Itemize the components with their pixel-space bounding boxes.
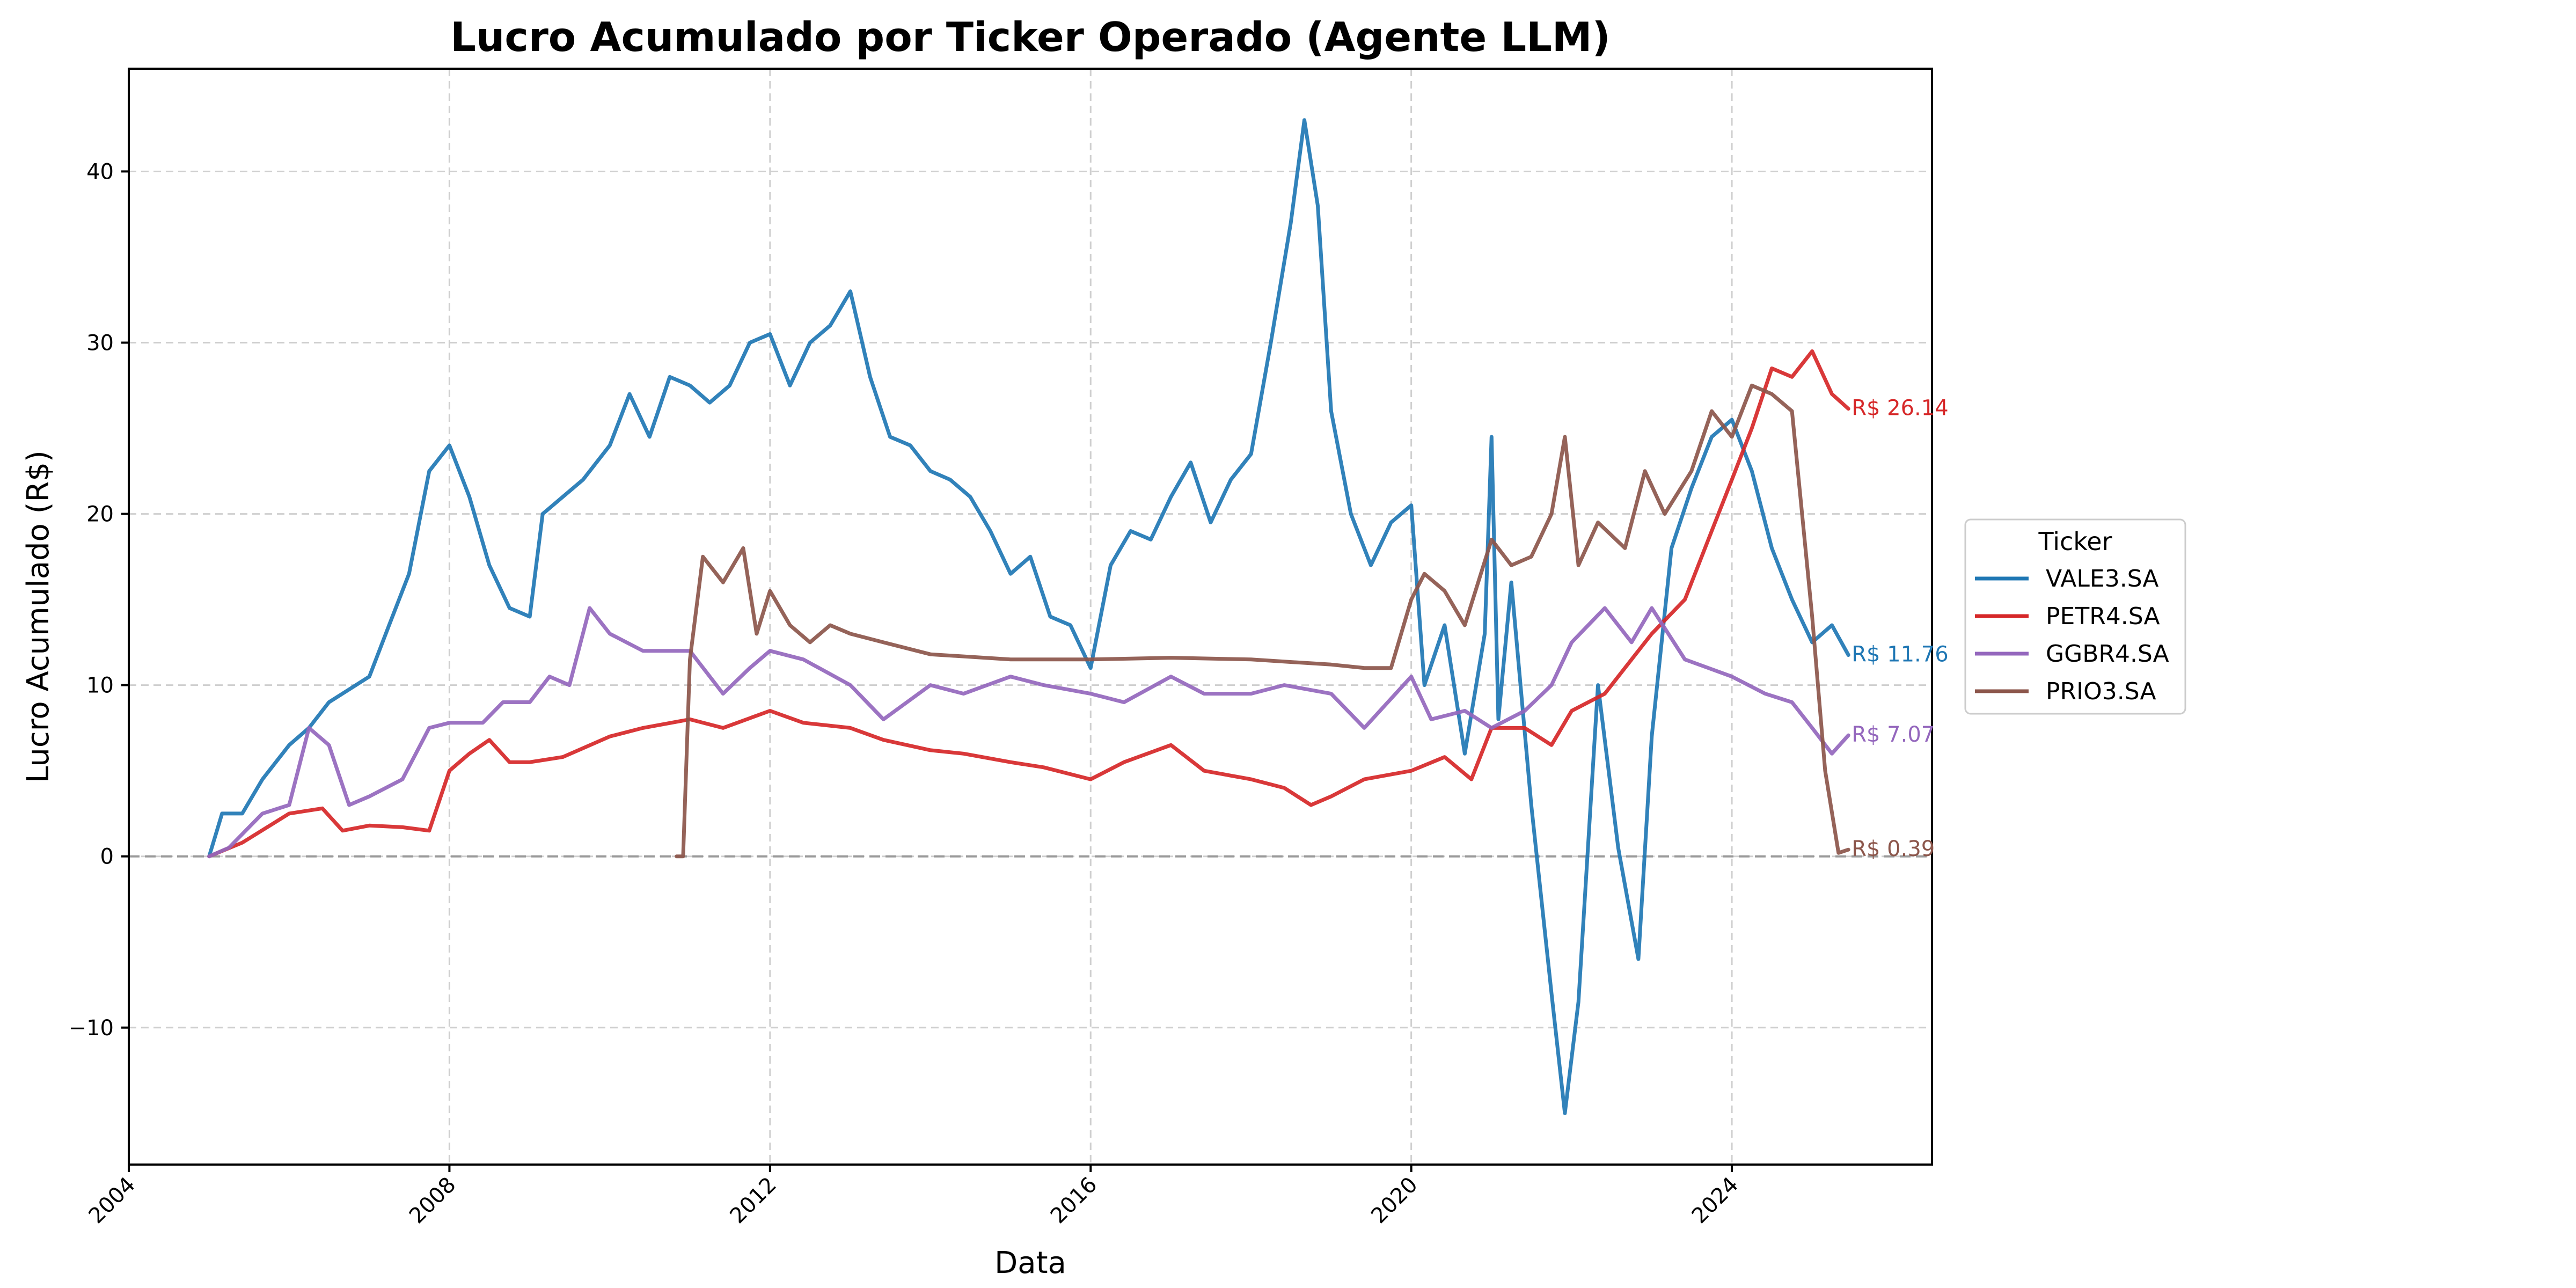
end-label-prio3-sa: R$ 0.39 [1851,837,1935,861]
x-tick-label: 2008 [405,1173,461,1229]
y-axis-label: Lucro Acumulado (R$) [21,450,56,783]
y-tick-label: 0 [100,845,114,869]
x-tick-label: 2024 [1687,1173,1744,1229]
x-tick-label: 2012 [725,1173,781,1229]
y-tick-label: 30 [86,331,114,356]
axes-frame [128,68,1933,1166]
y-tick-label: 40 [86,159,114,184]
legend-entry-label: GGBR4.SA [2046,640,2169,668]
legend-box [1964,518,2186,715]
end-label-ggbr4-sa: R$ 7.07 [1851,722,1935,747]
y-tick-label: 20 [86,502,114,527]
end-label-petr4-sa: R$ 26.14 [1851,396,1948,421]
legend-entry-label: PETR4.SA [2046,603,2160,630]
legend-title: Ticker [2038,527,2112,556]
series-line-ggbr4-sa [207,606,1850,859]
chart-title: Lucro Acumulado por Ticker Operado (Agen… [450,13,1611,61]
x-tick-label: 2016 [1046,1173,1102,1229]
legend-entry-label: VALE3.SA [2046,565,2159,592]
legend-entry-label: PRIO3.SA [2046,678,2156,705]
axis-ticks: 2004 2008 2012 2016 2020 2024 −10 0 10 20 30 40 [69,159,1744,1228]
series-line-petr4-sa [207,349,1850,859]
x-axis-label: Data [994,1246,1066,1280]
legend: Ticker VALE3.SA PETR4.SA GGBR4.SA PRIO3.SA [1964,518,2186,715]
y-tick-label: 10 [86,674,114,698]
series-line-vale3-sa [207,118,1850,1115]
series-line-prio3-sa [675,383,1850,859]
plot-area [207,118,1850,1115]
x-tick-label: 2020 [1366,1173,1423,1229]
grid [129,69,1932,1165]
x-tick-label: 2004 [84,1173,141,1229]
y-tick-label: −10 [69,1016,114,1041]
end-label-vale3-sa: R$ 11.76 [1851,642,1948,667]
end-labels: R$ 11.76 R$ 26.14 R$ 7.07 R$ 0.39 [1851,396,1948,862]
